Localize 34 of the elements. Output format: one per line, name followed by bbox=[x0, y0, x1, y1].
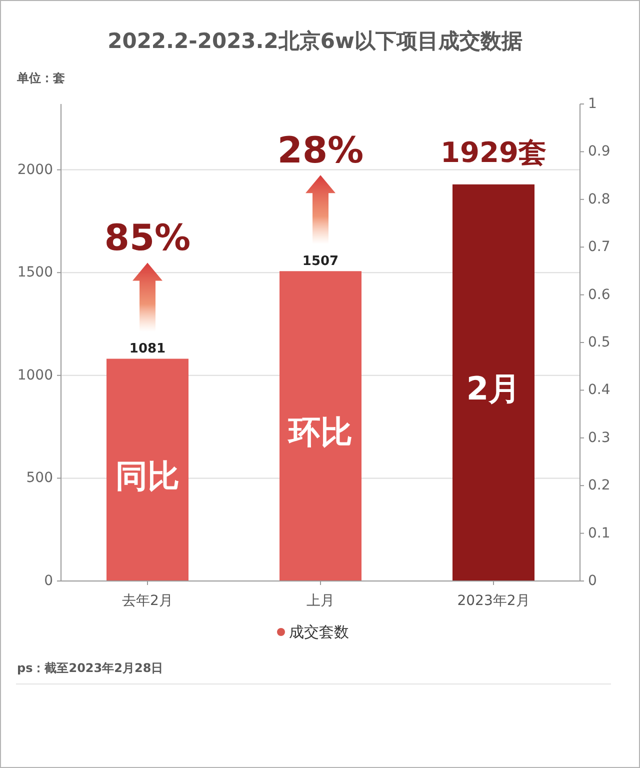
legend-label: 成交套数 bbox=[289, 623, 349, 641]
y2-tick-label: 0.2 bbox=[588, 478, 610, 494]
x-tick-label: 去年2月 bbox=[122, 593, 173, 609]
chart-subtitle: 单位：套 bbox=[16, 71, 65, 85]
y-tick-label: 2000 bbox=[17, 162, 53, 178]
y-tick-label: 1500 bbox=[17, 264, 53, 281]
y2-tick-label: 0.3 bbox=[588, 430, 610, 446]
x-tick-label: 上月 bbox=[306, 593, 334, 609]
y2-tick-label: 0.9 bbox=[588, 144, 610, 160]
annotation: 同比 bbox=[116, 456, 180, 495]
x-tick-label: 2023年2月 bbox=[457, 593, 530, 609]
y2-tick-label: 0.1 bbox=[588, 525, 610, 542]
y2-tick-label: 1 bbox=[588, 96, 597, 112]
y2-tick-label: 0.4 bbox=[588, 382, 610, 398]
data-label: 1081 bbox=[129, 342, 166, 357]
annotation: 28% bbox=[277, 130, 364, 172]
annotation: 环比 bbox=[286, 413, 352, 452]
annotation: 1929套 bbox=[440, 136, 546, 169]
y2-tick-label: 0 bbox=[588, 573, 597, 589]
chart-title: 2022.2-2023.2北京6w以下项目成交数据 bbox=[108, 29, 522, 53]
y2-tick-label: 0.8 bbox=[588, 191, 610, 208]
y2-tick-label: 0.7 bbox=[588, 239, 610, 256]
text: ps：截至2023年2月28日 bbox=[17, 661, 164, 675]
y-tick-label: 1000 bbox=[17, 367, 53, 384]
bar bbox=[452, 184, 534, 581]
bar bbox=[106, 358, 188, 581]
annotation: 85% bbox=[104, 218, 191, 260]
y2-tick-label: 0.5 bbox=[588, 334, 610, 350]
y-tick-label: 0 bbox=[44, 573, 53, 589]
y2-tick-label: 0.6 bbox=[588, 286, 610, 303]
data-label: 1507 bbox=[302, 254, 339, 270]
bar bbox=[280, 271, 362, 581]
annotation: 2月 bbox=[466, 370, 521, 408]
y-tick-label: 500 bbox=[26, 470, 53, 486]
